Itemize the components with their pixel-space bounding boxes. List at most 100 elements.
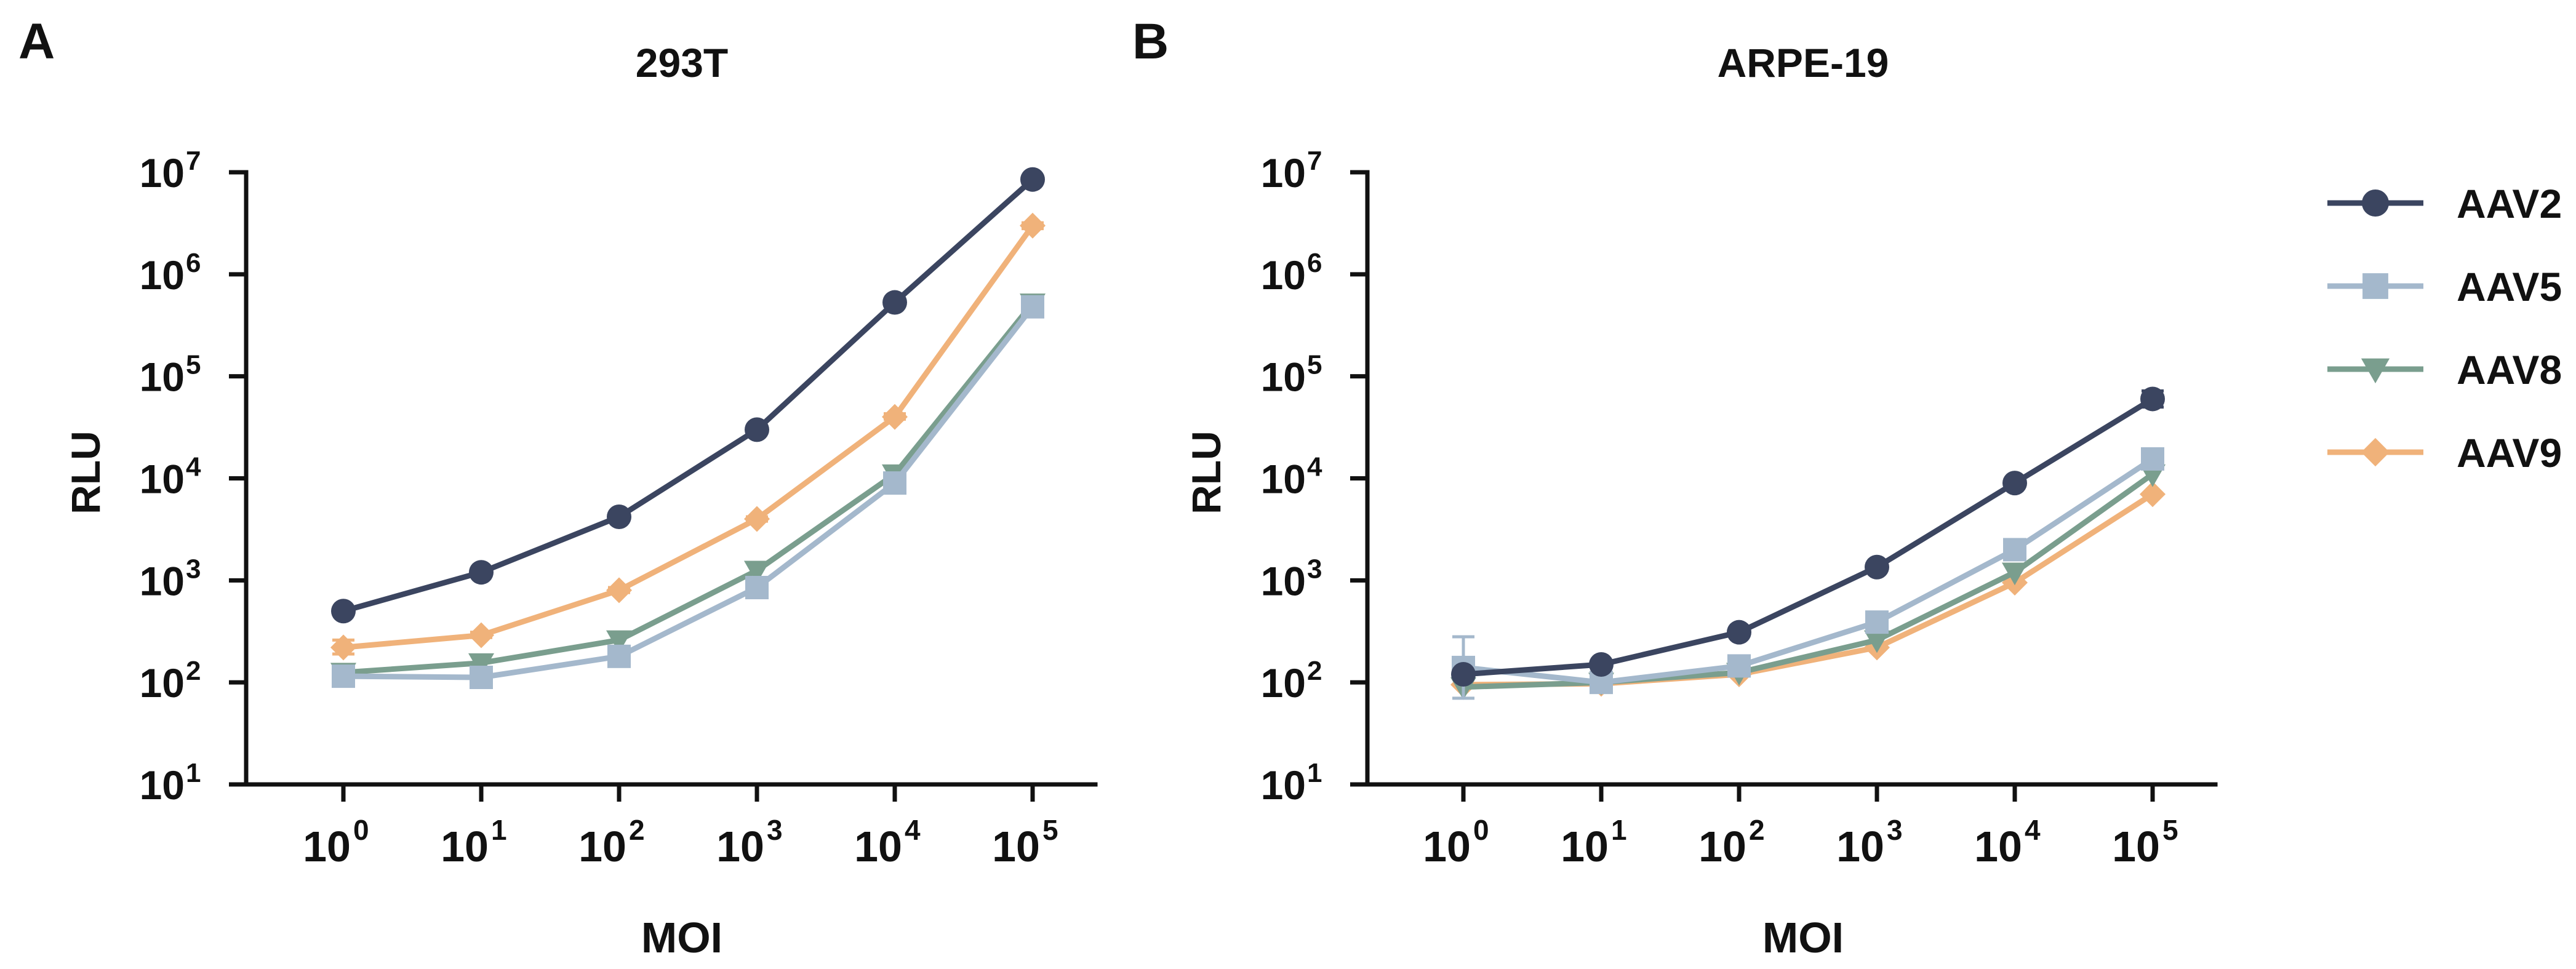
x-tick-label: 10 <box>716 823 764 871</box>
data-point <box>1451 662 1476 687</box>
data-point <box>468 653 494 676</box>
legend-swatch-marker <box>2362 273 2388 299</box>
data-point <box>1020 212 1046 239</box>
panel-label: B <box>1132 14 1169 70</box>
data-point <box>2140 481 2166 508</box>
x-tick-exponent: 5 <box>2162 814 2178 846</box>
x-tick-exponent: 4 <box>2025 814 2041 846</box>
y-tick-exponent: 4 <box>1307 452 1322 482</box>
series-line <box>1460 471 2156 690</box>
data-point <box>330 634 356 661</box>
data-point <box>1727 654 1751 678</box>
x-tick-exponent: 0 <box>353 814 369 846</box>
series-aav8 <box>1450 464 2166 700</box>
data-point <box>2003 538 2026 562</box>
y-tick-exponent: 3 <box>1307 554 1322 584</box>
x-tick-label: 10 <box>578 823 626 871</box>
data-point <box>607 504 631 529</box>
x-tick-exponent: 4 <box>905 814 921 846</box>
x-tick-exponent: 2 <box>1749 814 1765 846</box>
y-tick-exponent: 6 <box>1307 248 1322 278</box>
legend-label: AAV2 <box>2457 181 2562 226</box>
legend-marker-shape <box>2362 273 2388 299</box>
series-line <box>340 223 1036 650</box>
y-tick-label: 10 <box>140 150 185 196</box>
series-aav5 <box>332 295 1044 690</box>
series-line <box>340 300 1036 676</box>
legend-marker-shape <box>2362 189 2389 217</box>
data-point <box>882 290 907 315</box>
x-tick-label: 10 <box>2112 823 2160 871</box>
x-axis-label: MOI <box>641 914 722 962</box>
panel-label: A <box>18 14 55 70</box>
x-tick-label: 10 <box>1974 823 2022 871</box>
y-tick-label: 10 <box>140 558 185 604</box>
y-tick-label: 10 <box>1261 252 1306 298</box>
data-point <box>1727 620 1751 645</box>
y-tick-exponent: 6 <box>186 248 201 278</box>
y-tick-label: 10 <box>1261 558 1306 604</box>
x-tick-label: 10 <box>441 823 489 871</box>
y-tick-label: 10 <box>1261 457 1306 502</box>
x-tick-label: 10 <box>854 823 902 871</box>
x-tick-exponent: 1 <box>491 814 507 846</box>
x-tick-label: 10 <box>303 823 351 871</box>
data-point <box>2141 447 2164 471</box>
y-tick-exponent: 7 <box>1307 146 1322 176</box>
y-tick-label: 10 <box>140 354 185 400</box>
data-point <box>1021 295 1044 319</box>
y-tick-exponent: 3 <box>186 554 201 584</box>
legend-label: AAV5 <box>2457 264 2562 309</box>
y-tick-exponent: 2 <box>1307 656 1322 686</box>
x-tick-label: 10 <box>1836 823 1884 871</box>
plot-area: 10 110 210 310 410 510 610 710 0 10 1 10 2 10 3 10 4 10 5 <box>140 146 1098 871</box>
series-line <box>1460 396 2156 677</box>
data-point <box>1589 652 1614 677</box>
data-point <box>1020 167 1045 192</box>
data-point <box>606 577 632 604</box>
panel-a: A 293T RLU MOI 10 110 210 310 410 510 610 710 0 1… <box>18 14 1098 962</box>
data-point <box>883 471 906 495</box>
x-tick-label: 10 <box>1698 823 1746 871</box>
data-point <box>607 644 631 668</box>
x-tick-label: 10 <box>1423 823 1471 871</box>
data-point <box>332 664 355 688</box>
x-axis-label: MOI <box>1762 914 1844 962</box>
legend-item-aav5: AAV5 <box>2327 264 2562 309</box>
data-point <box>744 560 770 584</box>
series-line <box>340 304 1036 680</box>
x-tick-exponent: 2 <box>629 814 645 846</box>
legend-swatch-marker <box>2361 358 2390 384</box>
y-tick-exponent: 5 <box>186 350 201 380</box>
plot-area: 10 110 210 310 410 510 610 710 0 10 1 10 2 10 3 10 4 10 5 <box>1261 146 2218 871</box>
legend-marker-shape <box>2361 358 2390 384</box>
chart-title: ARPE-19 <box>1718 40 1889 86</box>
y-tick-exponent: 1 <box>1307 758 1322 788</box>
data-point <box>606 630 632 653</box>
series-aav2 <box>1451 386 2165 687</box>
y-tick-label: 10 <box>140 457 185 502</box>
data-point <box>744 506 770 532</box>
x-tick-label: 10 <box>1561 823 1609 871</box>
x-tick-exponent: 5 <box>1042 814 1058 846</box>
y-tick-exponent: 5 <box>1307 350 1322 380</box>
series-aav9 <box>330 212 1046 661</box>
legend-item-aav9: AAV9 <box>2327 430 2562 476</box>
x-tick-exponent: 0 <box>1473 814 1489 846</box>
y-tick-exponent: 7 <box>186 146 201 176</box>
data-point <box>331 599 356 624</box>
data-point <box>745 576 769 600</box>
y-tick-label: 10 <box>1261 150 1306 196</box>
data-point <box>1865 610 1889 634</box>
series-line <box>340 177 1036 614</box>
y-tick-exponent: 1 <box>186 758 201 788</box>
series-aav5 <box>1452 447 2164 700</box>
panel-b: B ARPE-19 RLU MOI 10 110 210 310 410 510 610 71… <box>1132 14 2218 962</box>
y-tick-label: 10 <box>140 252 185 298</box>
y-tick-label: 10 <box>140 660 185 706</box>
data-point <box>2140 386 2165 412</box>
data-point <box>2002 562 2028 586</box>
legend-label: AAV8 <box>2457 347 2562 393</box>
legend-label: AAV9 <box>2457 430 2562 476</box>
